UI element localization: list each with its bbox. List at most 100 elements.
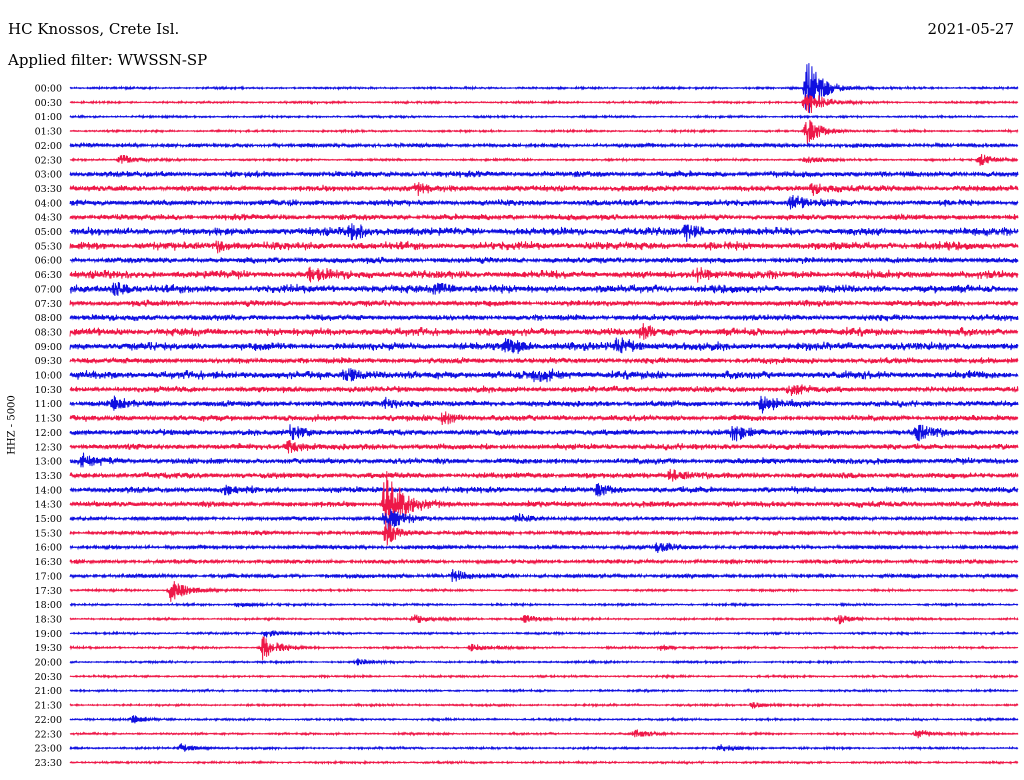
time-tick-label: 07:00: [35, 284, 62, 295]
date-label: 2021-05-27: [927, 20, 1014, 38]
trace-line: [69, 411, 1019, 426]
time-tick-label: 10:30: [35, 385, 62, 396]
time-tick-label: 01:00: [35, 112, 62, 123]
trace-line: [69, 368, 1019, 383]
trace-line: [69, 468, 1019, 482]
trace-line: [69, 170, 1019, 178]
time-tick-label: 14:00: [35, 485, 62, 496]
trace-line: [69, 729, 1019, 739]
time-tick-label: 08:30: [35, 327, 62, 338]
time-tick-label: 05:30: [35, 241, 62, 252]
time-tick-label: 11:00: [35, 399, 62, 410]
trace-line: [69, 240, 1019, 254]
trace-line: [69, 581, 1019, 602]
trace-line: [69, 452, 1019, 468]
time-tick-label: 00:30: [35, 98, 62, 109]
trace-line: [69, 313, 1019, 322]
time-tick-label: 11:30: [35, 414, 62, 425]
time-tick-label: 00:00: [35, 84, 62, 95]
trace-line: [69, 357, 1019, 365]
time-tick-label: 16:00: [35, 543, 62, 554]
time-tick-label: 08:00: [35, 313, 62, 324]
time-tick-label: 04:00: [35, 198, 62, 209]
time-tick-label: 09:00: [35, 342, 62, 353]
trace-line: [69, 658, 1019, 666]
trace-line: [69, 542, 1019, 554]
time-tick-label: 17:30: [35, 586, 62, 597]
time-tick-label: 17:00: [35, 571, 62, 582]
time-tick-label: 22:30: [35, 729, 62, 740]
trace-line: [69, 440, 1019, 454]
trace-line: [69, 687, 1019, 694]
trace-line: [69, 636, 1019, 661]
trace-line: [69, 395, 1019, 414]
time-tick-label: 03:30: [35, 184, 62, 195]
time-tick-label: 19:00: [35, 629, 62, 640]
trace-line: [69, 63, 1019, 114]
seismic-traces: [69, 63, 1019, 766]
time-tick-label: 04:30: [35, 213, 62, 224]
trace-line: [69, 256, 1019, 265]
time-tick-label: 15:00: [35, 514, 62, 525]
trace-line: [69, 569, 1019, 583]
time-tick-label: 18:00: [35, 600, 62, 611]
time-tick-label: 02:30: [35, 155, 62, 166]
trace-line: [69, 153, 1019, 166]
trace-line: [69, 299, 1019, 308]
time-tick-label: 20:00: [35, 658, 62, 669]
station-title: HC Knossos, Crete Isl.: [8, 20, 180, 38]
time-tick-label: 21:30: [35, 701, 62, 712]
trace-line: [69, 715, 1019, 724]
time-tick-label: 23:30: [35, 758, 62, 769]
filter-label: Applied filter: WWSSN-SP: [8, 51, 208, 69]
time-tick-label: 18:30: [35, 614, 62, 625]
trace-line: [69, 601, 1019, 608]
trace-line: [69, 194, 1019, 210]
trace-line: [69, 424, 1019, 442]
trace-line: [69, 182, 1019, 197]
trace-line: [69, 673, 1019, 680]
trace-line: [69, 629, 1019, 638]
trace-line: [69, 323, 1019, 340]
trace-line: [69, 213, 1019, 221]
trace-line: [69, 94, 1019, 114]
trace-line: [69, 701, 1019, 709]
time-tick-label: 03:00: [35, 170, 62, 181]
trace-line: [69, 384, 1019, 396]
time-tick-label: 12:30: [35, 442, 62, 453]
trace-line: [69, 113, 1019, 120]
time-tick-labels: 00:00 00:30 01:00 01:30 02:00 02:30 03:00 03:30…: [35, 84, 62, 769]
trace-line: [69, 614, 1019, 625]
trace-line: [69, 471, 1019, 529]
trace-line: [69, 337, 1019, 354]
time-tick-label: 06:00: [35, 256, 62, 267]
trace-line: [69, 119, 1019, 145]
time-tick-label: 15:30: [35, 528, 62, 539]
time-tick-label: 02:00: [35, 141, 62, 152]
time-tick-label: 16:30: [35, 557, 62, 568]
trace-line: [69, 483, 1019, 497]
time-tick-label: 20:30: [35, 672, 62, 683]
time-tick-label: 12:00: [35, 428, 62, 439]
time-tick-label: 01:30: [35, 127, 62, 138]
time-tick-label: 21:00: [35, 686, 62, 697]
time-tick-label: 13:30: [35, 471, 62, 482]
time-tick-label: 19:30: [35, 643, 62, 654]
time-tick-label: 05:00: [35, 227, 62, 238]
trace-line: [69, 281, 1019, 297]
trace-line: [69, 520, 1019, 546]
time-tick-label: 14:30: [35, 500, 62, 511]
trace-line: [69, 223, 1019, 242]
trace-line: [69, 509, 1019, 532]
time-tick-label: 07:30: [35, 299, 62, 310]
time-tick-label: 09:30: [35, 356, 62, 367]
time-tick-label: 22:00: [35, 715, 62, 726]
time-tick-label: 06:30: [35, 270, 62, 281]
time-tick-label: 23:00: [35, 744, 62, 755]
trace-line: [69, 557, 1019, 566]
time-tick-label: 13:00: [35, 457, 62, 468]
trace-line: [69, 759, 1019, 766]
time-tick-label: 10:00: [35, 371, 62, 382]
trace-line: [69, 141, 1019, 149]
